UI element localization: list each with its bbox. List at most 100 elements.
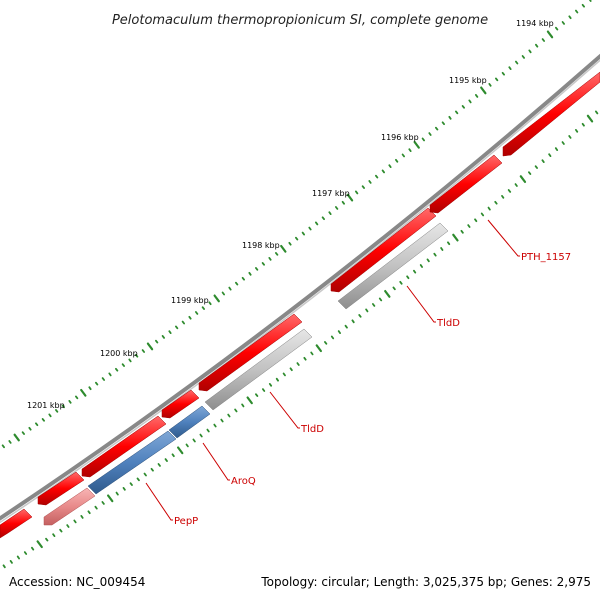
kbp-label-1198: 1198 kbp [242,241,280,250]
forward-gene-block[interactable] [198,313,303,392]
outer-tick-mark [328,211,332,216]
outer-tick-mark [41,417,45,422]
inner-tick-mark [528,171,532,176]
outer-tick-mark [388,164,392,169]
map-title: Pelotomaculum thermopropionicum SI, comp… [112,13,488,28]
inner-tick-mark [446,241,451,246]
outer-tick-mark [334,206,339,210]
inner-tick-mark [23,551,28,555]
inner-tick-mark [344,324,348,329]
outer-tick-mark [480,86,487,95]
inner-tick-mark [45,537,49,542]
inner-tick-mark [561,141,565,145]
inner-tick-mark [310,351,314,356]
gene-label-aroq[interactable]: AroQ [231,476,256,487]
inner-tick-mark [581,122,585,127]
outer-tick-mark [168,330,172,335]
reverse-gene-block[interactable] [168,405,211,439]
forward-gene-block[interactable] [37,471,85,506]
kbp-label-1194: 1194 kbp [516,19,554,28]
inner-tick-mark [514,183,518,187]
leader-line-tldd-2 [269,391,300,429]
inner-tick-mark [164,458,168,463]
accession-text: Accession: NC_009454 [9,575,145,589]
kbp-label-1195: 1195 kbp [449,76,487,85]
outer-tick-mark [368,180,372,184]
inner-tick-mark [433,252,437,257]
reverse-gene-block[interactable] [204,328,313,411]
outer-tick-mark [474,94,479,98]
outer-tick-mark [35,422,39,427]
gene-label-pepp[interactable]: PepP [174,516,198,527]
inner-tick-mark [399,280,403,285]
outer-tick-mark [568,15,572,20]
kbp-label-1199: 1199 kbp [171,296,209,305]
outer-tick-mark [374,174,379,179]
genome-summary-text: Topology: circular; Length: 3,025,375 bp… [260,575,591,589]
inner-tick-mark [36,540,43,549]
outer-tick-mark [128,358,132,363]
forward-gene-block[interactable] [429,154,503,214]
forward-gene-block[interactable] [81,415,167,478]
outer-tick-mark [515,60,519,65]
inner-tick-mark [268,382,273,387]
inner-tick-mark [227,413,231,418]
inner-tick-mark [474,218,478,223]
inner-tick-mark [351,319,355,324]
inner-tick-ring [2,110,599,569]
gene-label-pth1157[interactable]: PTH_1157 [521,252,571,263]
reverse-gene-block[interactable] [87,430,177,495]
inner-tick-mark [52,533,56,537]
inner-tick-mark [406,275,410,280]
inner-tick-mark [392,286,396,291]
inner-tick-mark [59,528,63,533]
forward-gene-block[interactable] [502,71,600,157]
inner-tick-mark [412,269,417,274]
reverse-gene-block[interactable] [337,222,449,310]
forward-gene-block[interactable] [0,508,33,539]
gene-label-tldd-2[interactable]: TldD [300,424,324,435]
outer-tick-mark [361,185,366,190]
outer-tick-mark [561,21,565,25]
inner-tick-mark [337,330,342,335]
gene-label-tldd-1[interactable]: TldD [436,318,460,329]
outer-tick-mark [394,158,399,163]
outer-tick-mark [381,169,386,174]
inner-tick-mark [106,494,114,503]
outer-tick-mark [141,349,146,353]
outer-tick-mark [413,140,420,149]
forward-gene-block[interactable] [161,389,200,419]
inner-tick-mark [303,356,307,361]
outer-tick-mark [528,49,532,54]
inner-tick-mark [330,335,335,340]
inner-tick-mark [575,128,579,133]
inner-tick-mark [171,453,175,458]
inner-tick-mark [94,505,98,510]
outer-tick-mark [101,377,105,381]
inner-tick-mark [595,110,599,115]
gene-labels: PTH_1157 TldD TldD AroQ PepP [174,252,571,527]
outer-tick-mark [161,334,166,339]
inner-tick-mark [358,313,362,318]
inner-tick-mark [487,206,491,211]
reverse-gene-block[interactable] [43,487,96,526]
outer-tick-mark [221,291,226,296]
outer-tick-mark [401,153,406,158]
inner-tick-mark [534,165,538,170]
forward-gene-block[interactable] [330,207,437,293]
inner-tick-mark [234,408,238,413]
inner-tick-mark [554,147,559,152]
outer-tick-mark [248,271,252,276]
outer-tick-mark [268,256,272,261]
outer-tick-mark [201,306,206,311]
outer-tick-mark [288,241,292,246]
reverse-strand-genes [43,222,449,526]
inner-tick-mark [548,153,552,158]
outer-tick-mark [354,190,359,195]
inner-tick-mark [568,135,572,139]
outer-tick-mark [468,99,472,104]
inner-tick-mark [192,438,196,443]
inner-tick-mark [519,175,527,183]
outer-tick-mark [301,231,306,236]
kbp-label-1200: 1200 kbp [100,349,138,358]
